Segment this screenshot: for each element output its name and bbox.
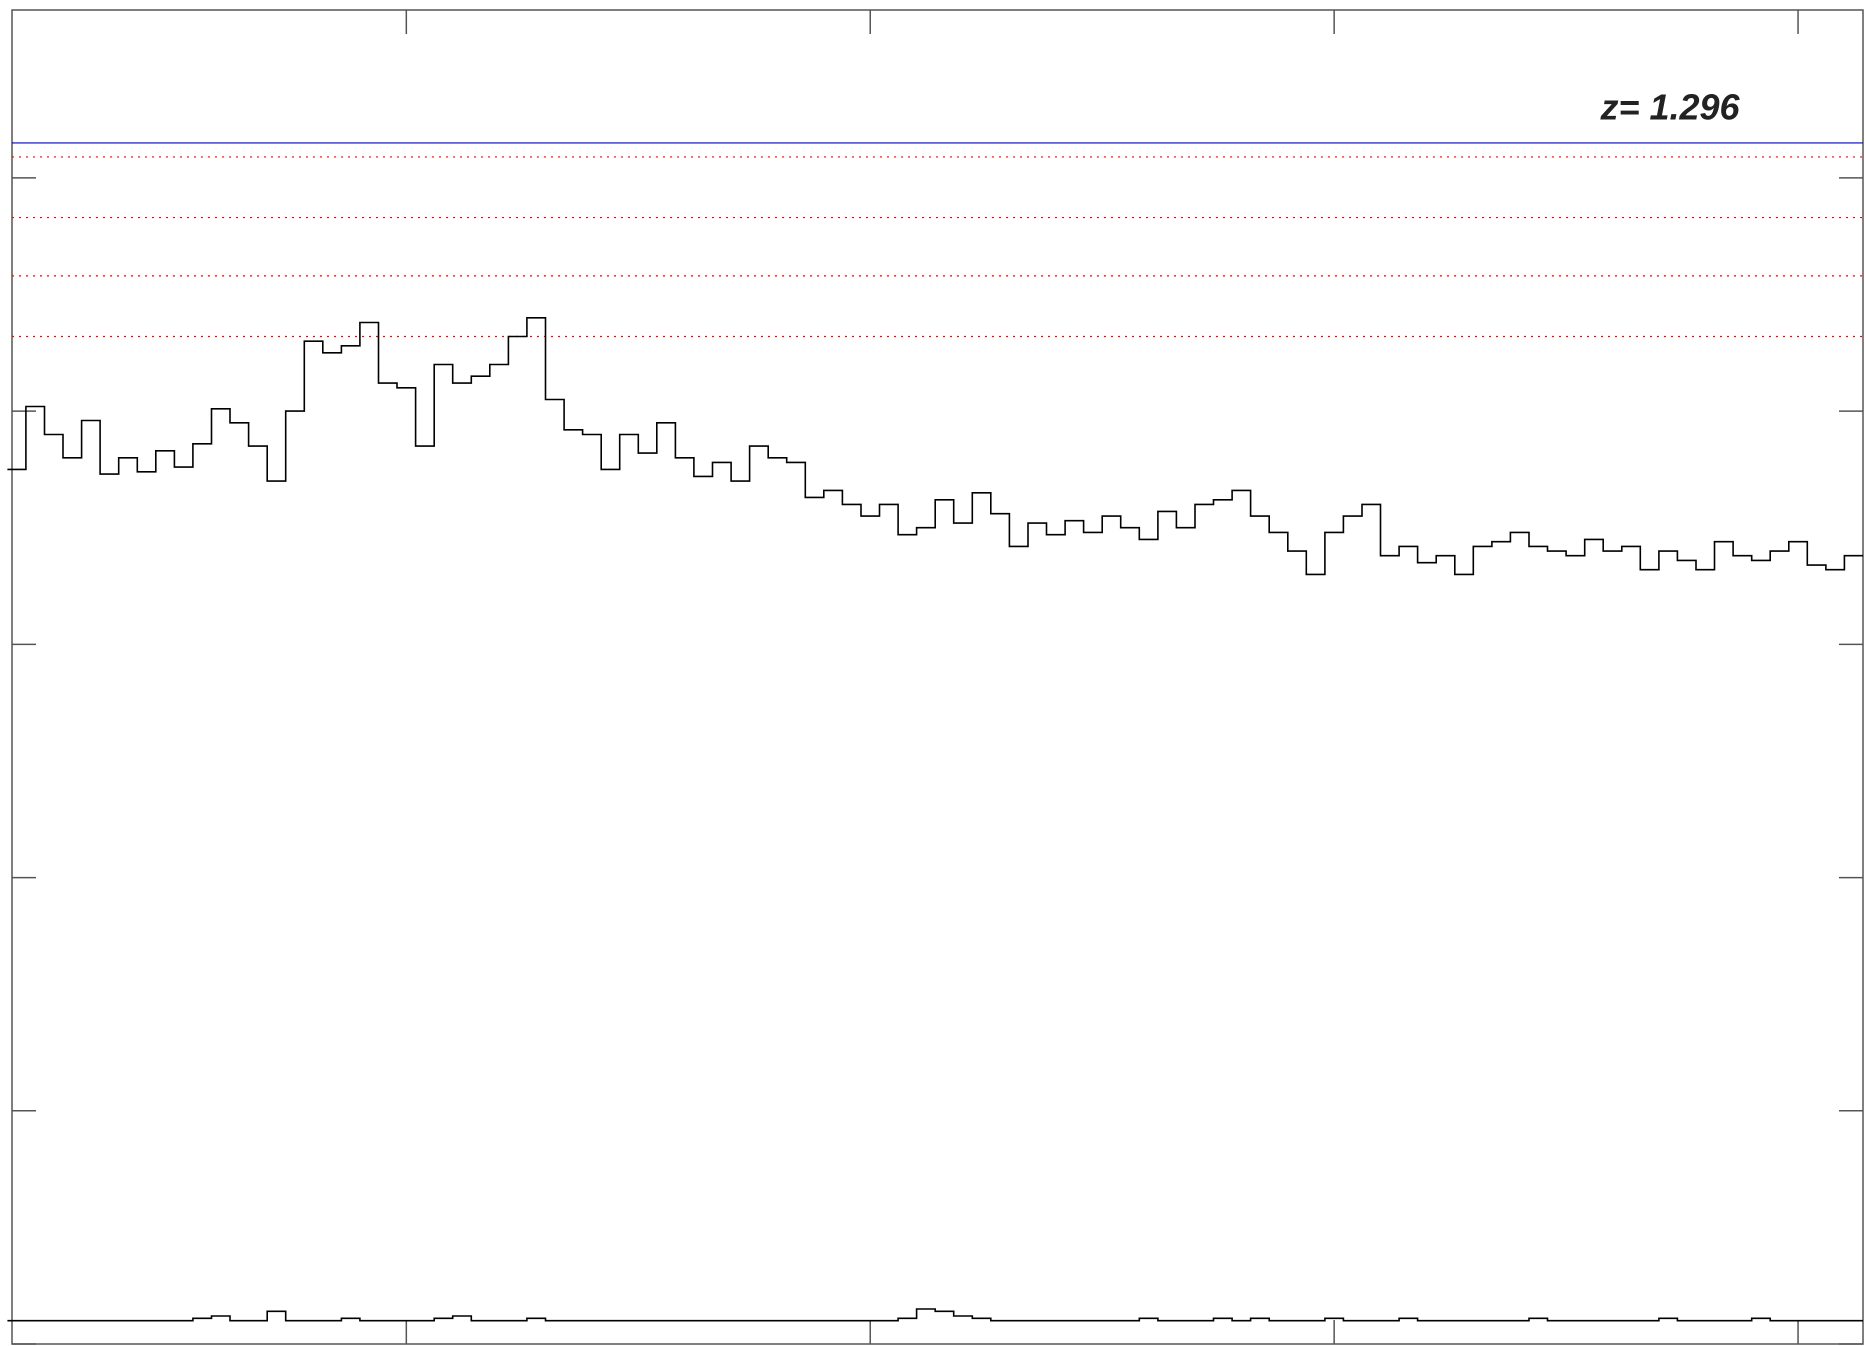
annotation: z= 1.296 — [1599, 87, 1740, 128]
spectrum-line — [7, 317, 1863, 576]
plot-frame — [11, 9, 1864, 1345]
spectrum-line — [7, 1308, 1863, 1322]
